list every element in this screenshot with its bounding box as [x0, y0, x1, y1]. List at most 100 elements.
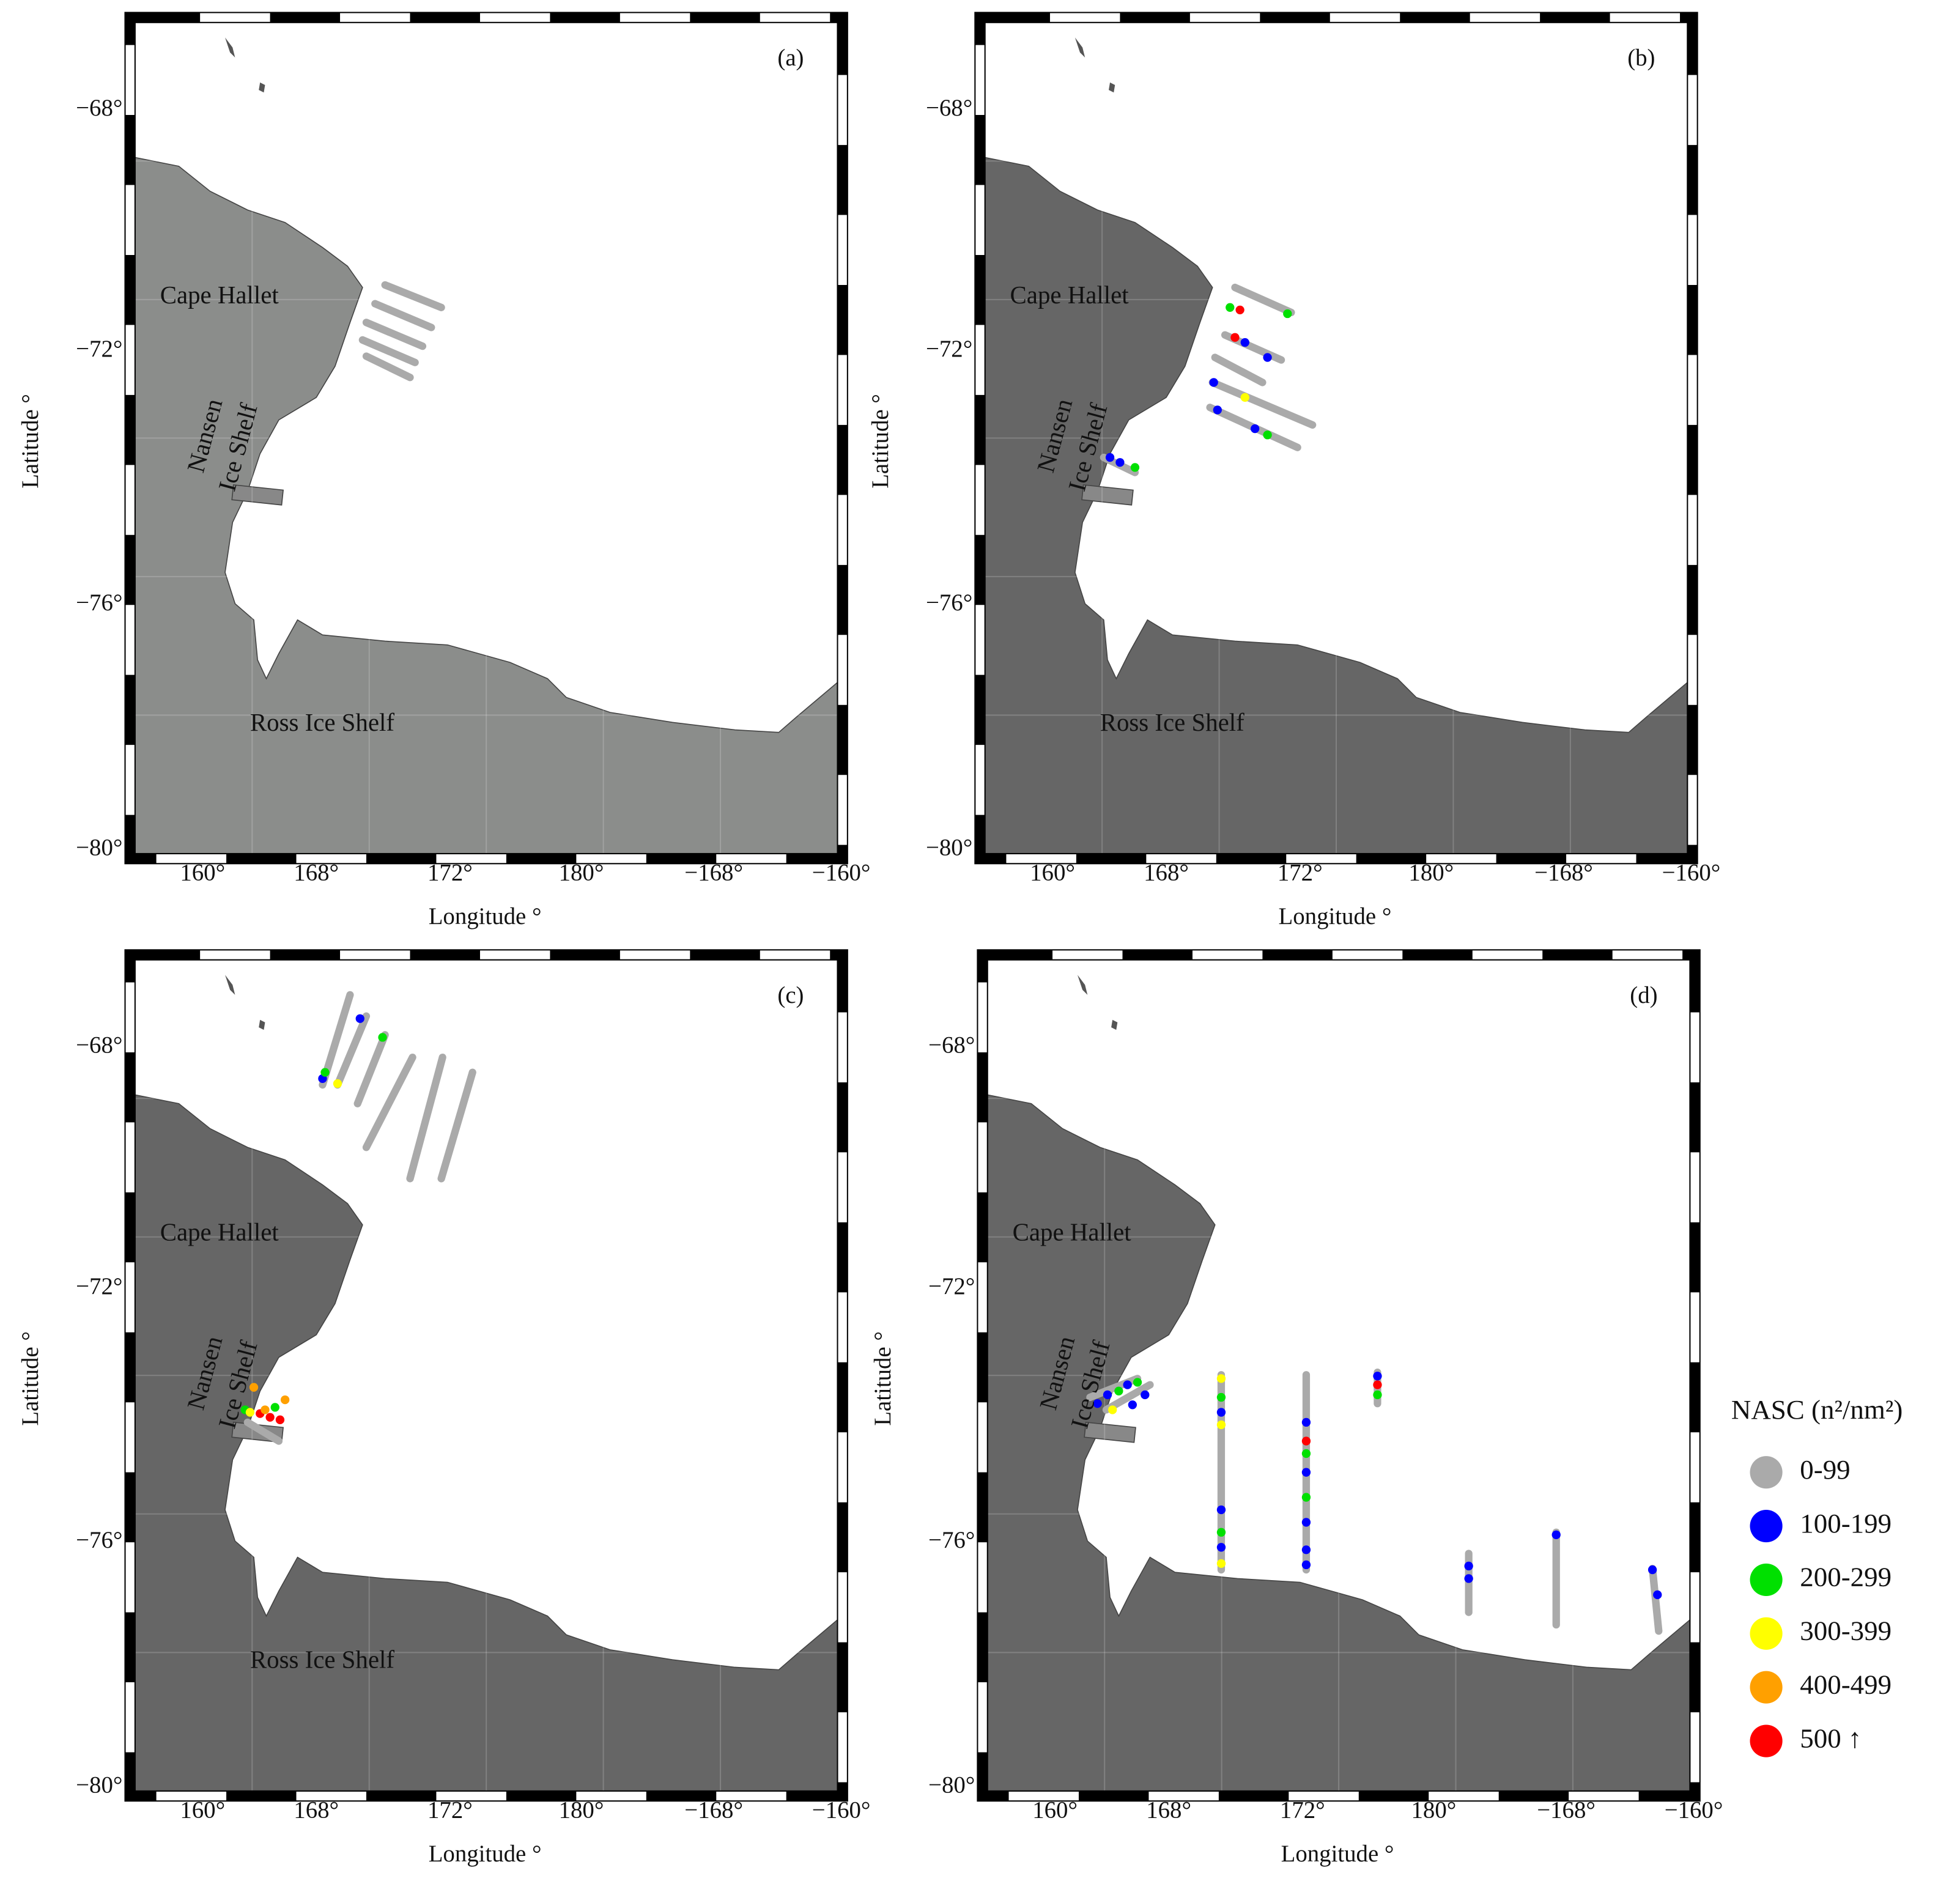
panel-label: (d)	[1630, 982, 1657, 1008]
panel-label: (c)	[777, 982, 804, 1008]
x-axis-label: Longitude °	[429, 903, 542, 929]
legend-label: 300-399	[1800, 1616, 1892, 1646]
frame-dash	[977, 950, 1700, 1802]
nasc-point	[1240, 393, 1249, 402]
x-tick-label: −160°	[812, 860, 871, 886]
nasc-point	[1128, 1400, 1137, 1410]
legend-swatch	[1750, 1456, 1783, 1489]
frame-dash	[125, 12, 848, 864]
survey-track	[1648, 1564, 1663, 1635]
nasc-point	[320, 1068, 330, 1077]
x-tick-label: 172°	[427, 860, 473, 886]
nasc-point	[1250, 424, 1260, 434]
y-axis-label: Latitude °	[17, 394, 43, 489]
nasc-point	[245, 1408, 255, 1417]
map-area	[985, 22, 1688, 854]
y-axis-label: Latitude °	[17, 1331, 43, 1426]
survey-track	[333, 1012, 371, 1089]
y-tick-label: −76°	[76, 589, 122, 616]
nasc-point	[1216, 1374, 1226, 1383]
nasc-point	[1653, 1590, 1662, 1600]
nasc-point	[1108, 1405, 1117, 1414]
island	[225, 975, 265, 1030]
panel-label: (b)	[1627, 45, 1655, 71]
nasc-point	[1216, 1392, 1226, 1402]
frame-dash	[125, 950, 848, 1802]
nasc-point	[1123, 1380, 1132, 1389]
x-axis-label: Longitude °	[429, 1841, 542, 1867]
legend-title: NASC (n²/nm²)	[1731, 1394, 1903, 1425]
legend: NASC (n²/nm²) 0-99 100-199 200-299 300-399 40…	[1731, 1394, 1903, 1757]
x-tick-label: 172°	[1278, 860, 1323, 886]
nasc-point	[1226, 303, 1235, 312]
nasc-point	[1373, 1380, 1382, 1389]
ice-tongue	[1081, 484, 1134, 506]
x-tick-label: 180°	[559, 860, 604, 886]
y-axis-label: Latitude °	[870, 1331, 896, 1426]
ice-tongue	[1084, 1421, 1136, 1443]
y-axis-label: Latitude °	[867, 394, 893, 489]
land	[985, 157, 1688, 854]
nasc-point	[1551, 1530, 1561, 1540]
y-tick-label: −68°	[76, 1032, 122, 1059]
nasc-point	[261, 1405, 270, 1414]
survey-track	[1211, 353, 1267, 386]
legend-label: 100-199	[1800, 1508, 1892, 1539]
place-label: Cape Hallet	[1013, 1219, 1132, 1246]
frame-outline	[134, 21, 838, 854]
nasc-point	[1301, 1518, 1311, 1527]
nasc-point	[1301, 1468, 1311, 1477]
x-tick-label: −168°	[1537, 1797, 1596, 1823]
x-tick-label: −160°	[1662, 860, 1721, 886]
nasc-point	[1115, 458, 1125, 467]
legend-swatch	[1750, 1617, 1783, 1650]
nasc-point	[1301, 1560, 1311, 1570]
y-tick-label: −80°	[928, 1772, 975, 1798]
nasc-point	[1373, 1390, 1382, 1400]
nasc-point	[1213, 405, 1222, 415]
x-tick-label: 172°	[427, 1797, 473, 1823]
nasc-point	[378, 1033, 387, 1042]
x-axis-label: Longitude °	[1281, 1841, 1394, 1867]
nasc-point	[1130, 463, 1140, 472]
x-tick-label: −168°	[684, 1797, 743, 1823]
nasc-point	[1301, 1449, 1311, 1458]
nasc-point	[1301, 1545, 1311, 1554]
survey-track	[381, 281, 445, 311]
x-tick-label: 172°	[1280, 1797, 1325, 1823]
nasc-point	[270, 1403, 279, 1412]
legend-swatch	[1750, 1509, 1783, 1543]
y-tick-label: −76°	[926, 589, 972, 616]
survey-track	[406, 1053, 446, 1183]
nasc-point	[1216, 1420, 1226, 1430]
nasc-point	[249, 1383, 259, 1392]
nasc-point	[1216, 1559, 1226, 1569]
nasc-point	[333, 1079, 342, 1088]
nasc-point	[275, 1415, 285, 1424]
nasc-point	[1235, 305, 1244, 315]
nasc-point	[1141, 1390, 1150, 1400]
y-tick-label: −80°	[76, 1772, 122, 1798]
frame-dash	[975, 12, 1698, 864]
x-tick-label: 180°	[559, 1797, 604, 1823]
nasc-point	[1283, 309, 1292, 319]
land	[135, 1094, 838, 1791]
place-label: Ross Ice Shelf	[250, 709, 394, 736]
place-label: Cape Hallet	[1010, 281, 1130, 309]
nasc-point	[1216, 1505, 1226, 1515]
y-tick-label: −76°	[76, 1527, 122, 1553]
nasc-point	[1216, 1408, 1226, 1417]
x-tick-label: 180°	[1408, 860, 1454, 886]
map-area	[987, 959, 1690, 1791]
nasc-point	[1301, 1493, 1311, 1502]
frame-outline	[977, 949, 1701, 1802]
map-area	[135, 22, 838, 854]
y-tick-label: −72°	[76, 1273, 122, 1299]
x-tick-label: 168°	[294, 860, 339, 886]
legend-label: 400-499	[1800, 1669, 1892, 1700]
